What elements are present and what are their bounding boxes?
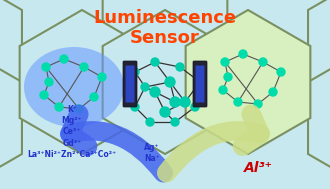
Polygon shape (103, 0, 227, 82)
Circle shape (40, 91, 48, 99)
FancyBboxPatch shape (123, 61, 137, 107)
Polygon shape (308, 0, 330, 118)
Circle shape (141, 83, 149, 91)
Circle shape (259, 58, 267, 66)
FancyBboxPatch shape (195, 66, 205, 102)
FancyArrowPatch shape (70, 114, 163, 173)
Circle shape (176, 63, 184, 71)
Circle shape (75, 105, 83, 113)
Circle shape (191, 103, 199, 111)
Circle shape (42, 63, 50, 71)
Circle shape (131, 103, 139, 111)
Circle shape (55, 103, 63, 111)
Circle shape (224, 73, 232, 81)
Circle shape (180, 97, 190, 107)
Circle shape (277, 68, 285, 76)
Circle shape (221, 58, 229, 66)
Circle shape (171, 118, 179, 126)
Circle shape (170, 97, 180, 107)
Circle shape (160, 107, 170, 117)
Polygon shape (103, 10, 227, 154)
Polygon shape (20, 10, 144, 154)
Text: Ag⁺
Na⁺: Ag⁺ Na⁺ (144, 143, 160, 163)
FancyBboxPatch shape (193, 61, 207, 107)
Circle shape (146, 118, 154, 126)
Circle shape (269, 88, 277, 96)
FancyArrowPatch shape (167, 114, 260, 173)
Circle shape (80, 63, 88, 71)
FancyBboxPatch shape (125, 66, 135, 102)
Polygon shape (186, 10, 310, 154)
Circle shape (239, 50, 247, 58)
Circle shape (45, 78, 53, 86)
Circle shape (219, 86, 227, 94)
Circle shape (131, 68, 139, 76)
Circle shape (90, 93, 98, 101)
Ellipse shape (24, 47, 124, 127)
Polygon shape (0, 46, 22, 189)
Circle shape (165, 77, 175, 87)
Text: Luminescence
Sensor: Luminescence Sensor (93, 9, 237, 47)
Text: Al³⁺: Al³⁺ (244, 161, 273, 175)
Text: K⁺
Mg²⁺
Ce³⁺
Gd³⁺
La³⁺Ni²⁺Zn²⁺Ca²⁺Co²⁺: K⁺ Mg²⁺ Ce³⁺ Gd³⁺ La³⁺Ni²⁺Zn²⁺Ca²⁺Co²⁺ (27, 105, 116, 159)
Circle shape (60, 55, 68, 63)
Circle shape (234, 98, 242, 106)
Circle shape (98, 73, 106, 81)
Circle shape (254, 100, 262, 108)
Polygon shape (308, 46, 330, 189)
Circle shape (150, 87, 160, 97)
Circle shape (151, 58, 159, 66)
Circle shape (196, 78, 204, 86)
Polygon shape (0, 0, 22, 118)
